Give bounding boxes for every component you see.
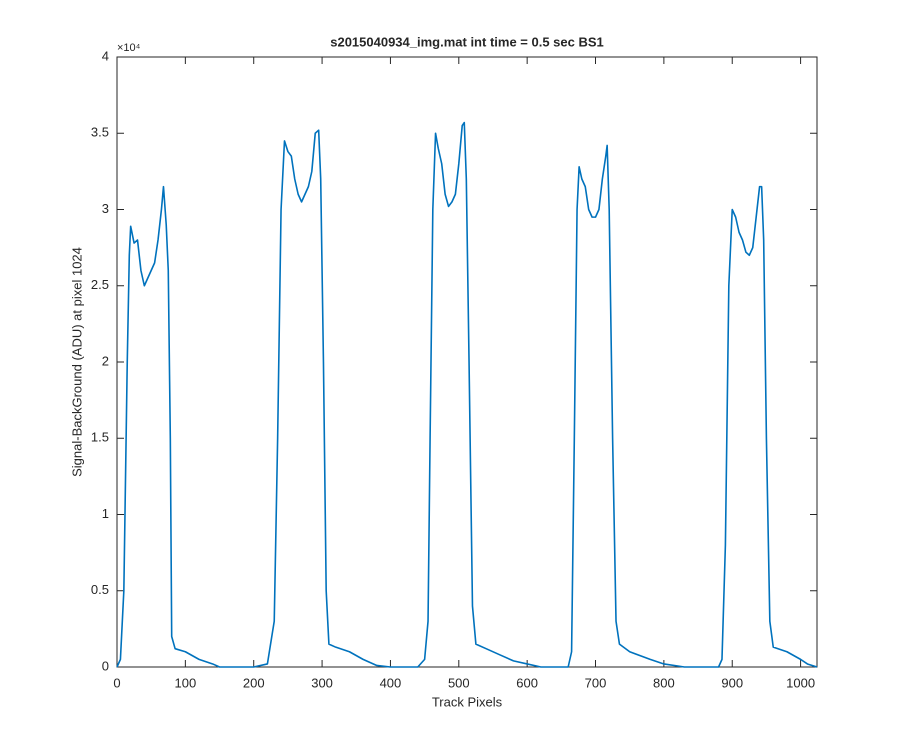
y-tick-label: 0 [102, 658, 109, 673]
chart-title: s2015040934_img.mat int time = 0.5 sec B… [330, 34, 604, 49]
y-tick-label: 4 [102, 48, 109, 63]
x-tick-label: 1000 [786, 675, 815, 690]
x-tick-label: 400 [380, 675, 402, 690]
y-tick-label: 3.5 [91, 125, 109, 140]
x-tick-label: 900 [721, 675, 743, 690]
x-tick-label: 300 [311, 675, 333, 690]
x-tick-label: 0 [113, 675, 120, 690]
data-line [116, 121, 818, 668]
x-axis-label: Track Pixels [432, 694, 503, 709]
y-tick-label: 2 [102, 353, 109, 368]
x-tick-label: 600 [516, 675, 538, 690]
x-tick-label: 200 [243, 675, 265, 690]
y-tick-label: 0.5 [91, 582, 109, 597]
y-exponent-label: ×10⁴ [117, 42, 141, 54]
x-tick-label: 800 [653, 675, 675, 690]
y-tick-label: 1.5 [91, 430, 109, 445]
x-tick-label: 700 [585, 675, 607, 690]
y-tick-label: 3 [102, 201, 109, 216]
x-tick-label: 100 [175, 675, 197, 690]
y-tick-label: 2.5 [91, 277, 109, 292]
y-axis-label: Signal-BackGround (ADU) at pixel 1024 [69, 247, 84, 477]
x-tick-label: 500 [448, 675, 470, 690]
y-tick-label: 1 [102, 506, 109, 521]
plot-area [116, 56, 818, 668]
